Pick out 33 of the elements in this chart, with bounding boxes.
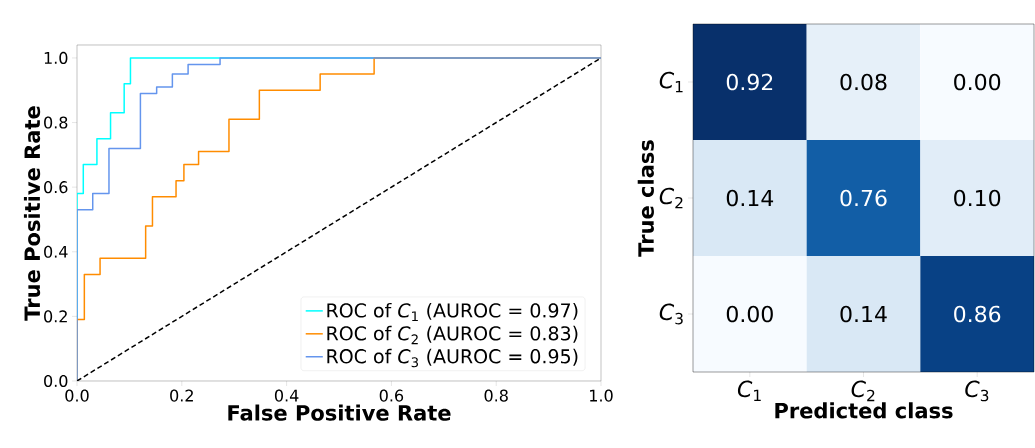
legend-label: ROC of C$_{1}$ (AUROC = 0.97) bbox=[327, 302, 578, 322]
x-tick-label: 0.0 bbox=[65, 389, 89, 402]
x-tick-label: C$_{1}$ bbox=[737, 380, 761, 401]
y-tick-label: C$_{1}$ bbox=[659, 71, 683, 93]
data-label: 0.76 bbox=[840, 189, 887, 207]
x-tick-label: C$_{3}$ bbox=[965, 380, 989, 402]
y-tick-label: 0.6 bbox=[44, 181, 68, 194]
data-label: 0.08 bbox=[840, 73, 887, 91]
data-label: 0.92 bbox=[726, 73, 773, 91]
legend-label: ROC of C$_{2}$ (AUROC = 0.83) bbox=[327, 325, 578, 345]
x-tick-label: 0.2 bbox=[170, 389, 193, 402]
legend-label: ROC of C$_{3}$ (AUROC = 0.95) bbox=[327, 348, 578, 368]
data-label: 0.86 bbox=[954, 305, 1001, 323]
x-tick-label: 0.4 bbox=[274, 389, 299, 402]
y-tick-label: 0.2 bbox=[44, 310, 67, 323]
x-axis-title: False Positive Rate bbox=[228, 404, 451, 421]
data-label: 0.10 bbox=[954, 189, 1001, 207]
x-tick-label: C$_{2}$ bbox=[851, 380, 875, 402]
x-axis-title: Predicted class bbox=[775, 402, 953, 419]
data-label: 0.14 bbox=[726, 189, 774, 207]
x-tick-label: 0.8 bbox=[484, 389, 508, 402]
y-tick-label: 0.8 bbox=[44, 116, 68, 129]
data-label: 0.00 bbox=[954, 73, 1001, 91]
y-tick-label: C$_{2}$ bbox=[659, 187, 683, 209]
data-label: 0.14 bbox=[840, 305, 887, 323]
data-label: 0.00 bbox=[726, 305, 773, 323]
x-tick-label: 1.0 bbox=[590, 389, 613, 402]
y-axis-title: True Positive Rate bbox=[23, 106, 41, 321]
y-axis-title: True class bbox=[637, 140, 654, 257]
x-tick-label: 0.6 bbox=[379, 389, 404, 402]
y-tick-label: 0.4 bbox=[44, 245, 68, 258]
y-tick-label: 1.0 bbox=[44, 51, 68, 64]
y-tick-label: C$_{3}$ bbox=[659, 303, 683, 325]
